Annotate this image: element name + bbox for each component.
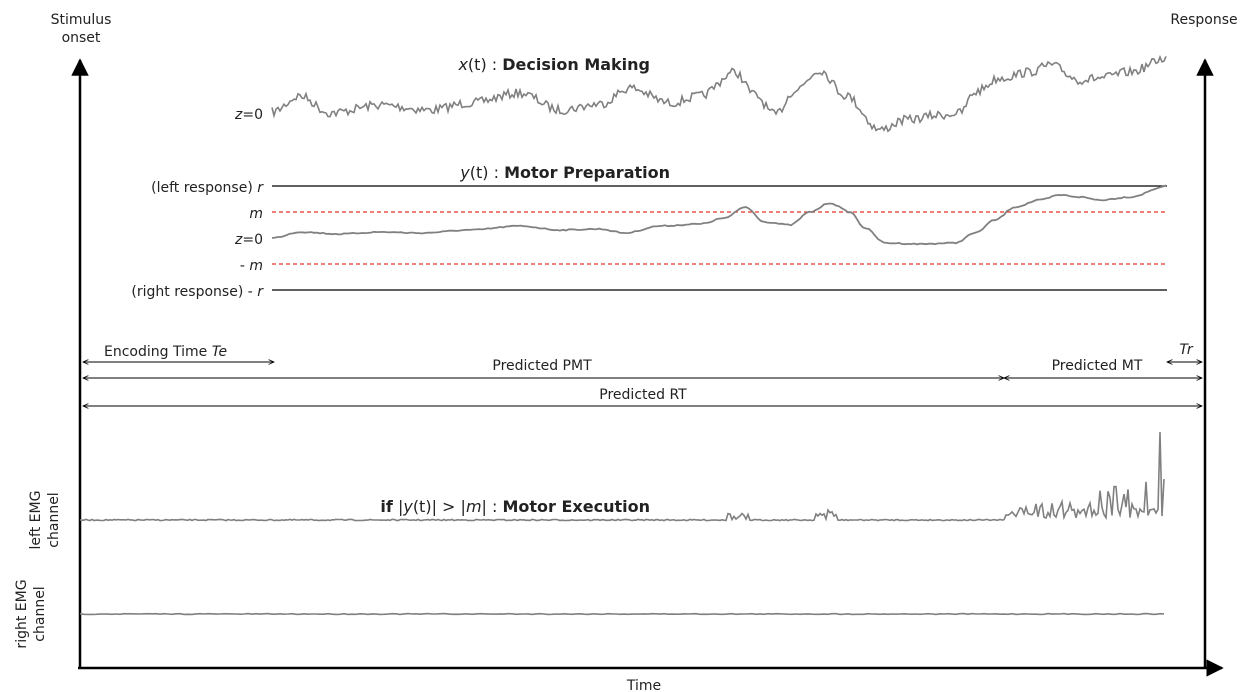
motor-preparation-trace — [271, 184, 1167, 246]
motor-execution-title: if |y(t)| > |m| : Motor Execution — [380, 497, 650, 516]
svg-text:channel: channel — [46, 492, 62, 547]
stimulus-onset-label-2: onset — [62, 30, 101, 46]
predicted-pmt-label: Predicted PMT — [492, 358, 592, 374]
motor-preparation-title: y(t) : Motor Preparation — [459, 163, 670, 182]
right-response-label: (right response) - r — [131, 284, 264, 300]
time-label: Time — [626, 678, 661, 692]
prep-baseline-label: z=0 — [234, 232, 263, 248]
response-label: Response — [1170, 12, 1237, 28]
decision-baseline-label: z=0 — [234, 107, 263, 123]
svg-text:channel: channel — [32, 586, 48, 641]
decision-trace — [271, 54, 1167, 133]
decision-making-title: x(t) : Decision Making — [457, 55, 650, 74]
m-upper-label: m — [249, 206, 263, 222]
right-emg-trace — [79, 612, 1165, 616]
left-response-label: (left response) r — [151, 180, 264, 196]
stimulus-onset-label: Stimulus — [51, 12, 112, 28]
predicted-mt-label: Predicted MT — [1052, 358, 1143, 374]
encoding-time-label: Encoding Time Te — [104, 344, 227, 360]
right-emg-label: right EMG channel — [14, 579, 48, 648]
predicted-rt-label: Predicted RT — [599, 387, 687, 403]
m-lower-label: - m — [240, 258, 263, 274]
left-emg-trace — [79, 431, 1165, 522]
svg-text:left EMG: left EMG — [28, 491, 44, 550]
tr-label: Tr — [1179, 342, 1193, 358]
svg-text:right EMG: right EMG — [14, 579, 30, 648]
left-emg-label: left EMG channel — [28, 491, 62, 550]
